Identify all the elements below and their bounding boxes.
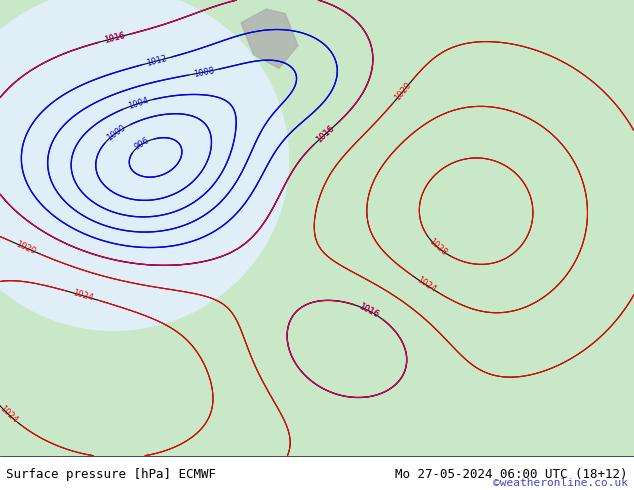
Text: 1024: 1024 — [415, 275, 437, 294]
Text: 1012: 1012 — [146, 54, 168, 68]
Text: Mo 27-05-2024 06:00 UTC (18+12): Mo 27-05-2024 06:00 UTC (18+12) — [395, 467, 628, 481]
Ellipse shape — [0, 0, 288, 330]
Polygon shape — [241, 9, 298, 69]
Text: 1008: 1008 — [192, 66, 215, 79]
Text: 1028: 1028 — [427, 237, 448, 257]
Text: 1016: 1016 — [103, 31, 126, 45]
Text: ©weatheronline.co.uk: ©weatheronline.co.uk — [493, 478, 628, 488]
Text: 1020: 1020 — [392, 80, 413, 102]
Text: 1024: 1024 — [72, 289, 94, 303]
Text: 1016: 1016 — [358, 302, 380, 320]
Text: 1016: 1016 — [358, 302, 380, 320]
Text: 1020: 1020 — [14, 239, 37, 256]
Text: 1016: 1016 — [103, 31, 126, 45]
Text: 1000: 1000 — [105, 123, 128, 143]
Text: 1016: 1016 — [314, 123, 336, 145]
Text: 996: 996 — [133, 136, 151, 152]
Text: Surface pressure [hPa] ECMWF: Surface pressure [hPa] ECMWF — [6, 467, 216, 481]
Text: 1004: 1004 — [126, 96, 149, 111]
Text: 1024: 1024 — [0, 404, 20, 425]
Text: 1016: 1016 — [314, 123, 336, 145]
